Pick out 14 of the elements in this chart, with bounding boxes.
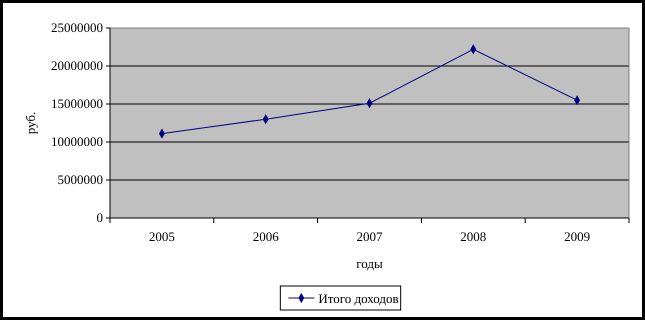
x-tick-label: 2007 [356, 229, 383, 244]
y-tick-label: 10000000 [51, 134, 103, 150]
y-tick-label: 15000000 [51, 96, 103, 112]
legend-label: Итого доходов [318, 291, 399, 306]
y-tick-label: 25000000 [51, 20, 103, 36]
x-tick-label: 2009 [564, 229, 590, 244]
x-axis-title: годы [356, 256, 384, 271]
y-axis-title: руб. [23, 112, 38, 134]
x-tick-label: 2005 [148, 229, 175, 244]
x-tick-label: 2006 [252, 229, 280, 244]
y-tick-label: 20000000 [51, 58, 103, 74]
x-tick-label: 2008 [460, 229, 486, 244]
y-tick-label: 0 [96, 210, 103, 226]
y-tick-label: 5000000 [58, 172, 103, 188]
